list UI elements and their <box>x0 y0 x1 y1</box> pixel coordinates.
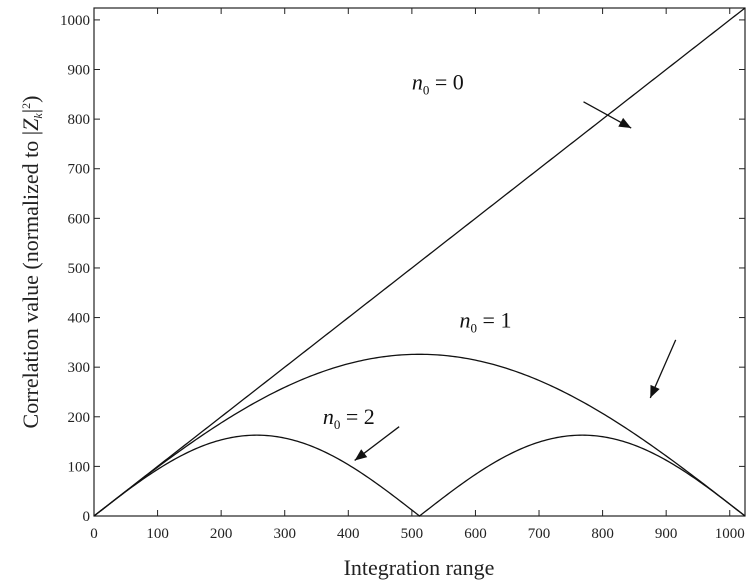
y-tick-label: 200 <box>68 410 91 426</box>
y-tick-label: 800 <box>68 112 91 128</box>
x-tick-label: 800 <box>591 526 614 542</box>
y-axis-title-bar-left: | <box>18 131 43 135</box>
y-tick-label: 500 <box>68 261 91 277</box>
annotation-arrow-head <box>354 449 368 461</box>
series-line-n0-1 <box>93 353 746 517</box>
annotation-layer: n0 = 0 n0 = 1 n0 = 2 <box>323 69 677 461</box>
series-layer <box>93 7 746 517</box>
y-axis-title-bar-right: | <box>18 109 43 113</box>
y-axis-title-var: Z <box>18 118 43 131</box>
series-line-n0-2 <box>93 434 746 517</box>
annotation-n0-2: n0 = 2 <box>323 404 375 432</box>
x-tick-label: 1000 <box>715 526 745 542</box>
annotation-arrow-head <box>618 117 632 129</box>
y-tick-label: 900 <box>68 63 91 79</box>
x-tick-label: 500 <box>401 526 424 542</box>
y-tick-label: 600 <box>68 211 91 227</box>
y-tick-label: 400 <box>68 311 91 327</box>
y-tick-label: 300 <box>68 360 91 376</box>
x-tick-label: 400 <box>337 526 360 542</box>
y-tick-label: 0 <box>83 509 91 525</box>
y-tick-label: 700 <box>68 162 91 178</box>
y-axis-title-subscript: k <box>31 113 45 119</box>
x-tick-label: 900 <box>655 526 678 542</box>
y-axis-title-superscript: 2 <box>19 103 33 109</box>
x-axis-ticks: 0 100 200 300 400 500 600 700 800 900 1000 <box>90 8 745 542</box>
annotation-n0-1: n0 = 1 <box>460 307 512 335</box>
y-axis-title: Correlation value (normalized to |Zk|2) <box>18 96 45 429</box>
x-tick-label: 100 <box>146 526 169 542</box>
annotation-arrow-head <box>650 384 660 398</box>
x-axis-title: Integration range <box>344 555 495 580</box>
x-tick-label: 600 <box>464 526 487 542</box>
x-tick-label: 0 <box>90 526 98 542</box>
y-axis-title-close: ) <box>18 96 43 103</box>
x-tick-label: 200 <box>210 526 233 542</box>
y-axis-title-main: Correlation value (normalized to <box>18 135 43 428</box>
series-line-n0-0 <box>93 7 746 517</box>
y-tick-label: 1000 <box>60 13 90 29</box>
x-tick-label: 700 <box>528 526 551 542</box>
y-tick-label: 100 <box>68 459 91 475</box>
y-axis-ticks: 0 100 200 300 400 500 600 700 800 900 1000 <box>60 13 745 525</box>
annotation-n0-0: n0 = 0 <box>412 69 464 97</box>
x-tick-label: 300 <box>273 526 296 542</box>
